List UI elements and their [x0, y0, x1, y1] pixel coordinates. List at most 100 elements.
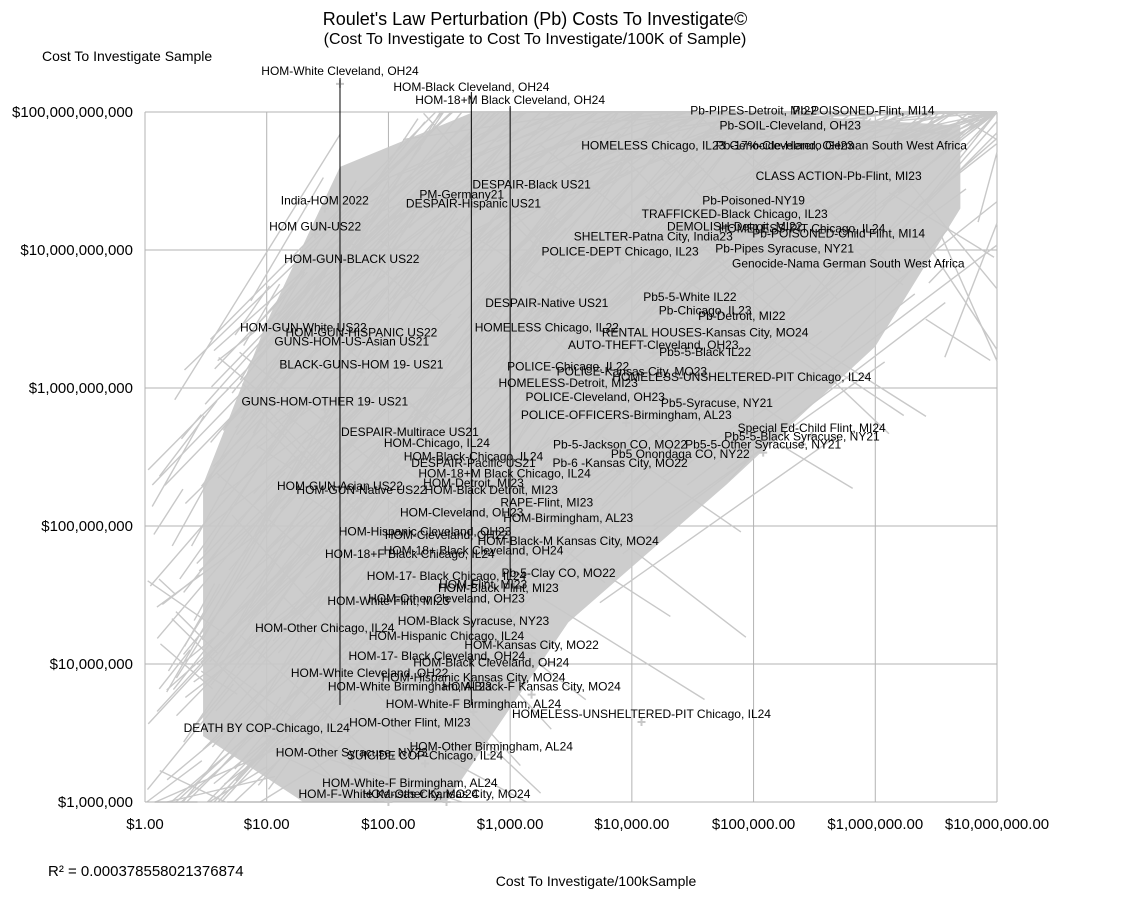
data-point-marker — [442, 602, 451, 611]
data-point-marker — [347, 756, 356, 765]
data-point-label: HOM-Black Syracuse, NY23 — [398, 614, 550, 628]
data-point-label: AUTO-THEFT-Cleveland, OH23 — [568, 338, 739, 352]
data-point-marker — [834, 237, 843, 246]
data-point-marker — [405, 435, 414, 444]
data-point-label: HOM-Flint, MI23 — [439, 577, 527, 591]
data-point-label: POLICE-DEPT Chicago, IL23 — [541, 245, 699, 259]
data-point-label: HOM-Other Chicago, IL24 — [255, 621, 395, 635]
data-point-marker — [469, 207, 478, 216]
data-point-label: HOM-GUN-BLACK US22 — [284, 252, 420, 266]
data-point-marker — [405, 557, 414, 566]
trendline-segment — [243, 283, 281, 347]
data-point-marker — [311, 230, 320, 239]
data-point-label: Pb-Pipes Syracuse, NY21 — [715, 241, 854, 255]
trendline-segment — [180, 414, 202, 440]
data-point-label: HOM-Cleveland, OH23 — [400, 505, 524, 519]
data-point-marker — [347, 263, 356, 272]
data-point-marker — [627, 375, 636, 384]
data-point-marker — [384, 798, 393, 806]
data-point-marker — [405, 787, 414, 796]
data-point-marker — [479, 588, 488, 597]
axes — [144, 112, 997, 803]
data-point-marker — [432, 446, 441, 455]
data-point-label: Pb-PIPES-Detroit, MI22 — [690, 103, 817, 117]
data-point-label: Pb-POISONED-Flint, MI14 — [792, 103, 934, 117]
data-point-marker — [432, 660, 441, 668]
data-point-marker — [622, 418, 631, 427]
trendline-noise — [146, 111, 998, 803]
data-point-marker — [649, 348, 658, 357]
data-point-label: Genocide-Nama German South West Africa — [732, 256, 965, 270]
data-point-marker — [469, 467, 478, 476]
data-point-label: HOM-F-White Kansas City, MO24 — [299, 787, 479, 801]
data-point-label: HOM-White Flint, MI23 — [327, 594, 449, 608]
data-point-label: HOM-Black-Chicago, IL24 — [404, 449, 544, 463]
data-point-marker — [798, 232, 807, 241]
data-point-marker — [616, 448, 625, 457]
trendline-segment — [599, 434, 839, 604]
data-point-label: HOM-Black Cleveland, OH24 — [413, 655, 569, 669]
data-point-label: HOM-Hispanic Chicago, IL24 — [369, 629, 525, 643]
data-point-label: POLICE-OFFICERS-Birmingham, AL23 — [521, 408, 732, 422]
data-point-label: HOM-17- Black Cleveland, OH24 — [348, 649, 525, 663]
data-point-marker — [357, 493, 366, 502]
data-point-marker — [442, 798, 451, 806]
data-point-marker — [457, 516, 466, 525]
y-axis-title: Cost To Investigate Sample — [42, 48, 212, 64]
data-point-label: HOMELESS Chicago, IL22 — [475, 321, 619, 335]
data-point-marker — [701, 355, 710, 364]
data-point-marker — [844, 267, 853, 276]
x-tick-labels: $1.00 $10.00 $100.00 $1,000.00 $10,000.00 $10… — [126, 816, 1049, 833]
data-point-marker — [649, 149, 658, 158]
data-point-label: Pb-SOIL-Cleveland, OH23 — [720, 118, 862, 132]
data-point-marker — [469, 460, 478, 469]
data-point-label: DESPAIR-Hispanic US21 — [406, 197, 541, 211]
data-point-label: India-HOM 2022 — [281, 193, 369, 207]
data-point-marker — [649, 240, 658, 249]
data-point-marker — [591, 401, 600, 410]
x-tick-label: $1.00 — [126, 816, 164, 833]
data-point-label: RAPE-Flint, MI23 — [500, 495, 593, 509]
data-point-label: HOM-Black-M Kansas City, MO24 — [478, 534, 659, 548]
data-point-label: Pb-Poisoned-NY19 — [702, 193, 805, 207]
trendline-segment — [977, 151, 998, 223]
data-point-marker — [844, 149, 853, 158]
data-point-marker — [730, 217, 739, 226]
data-point-marker — [759, 448, 768, 457]
y-tick-labels: $1,000,000 $10,000,000 $100,000,000 $1,000,… — [12, 104, 133, 811]
data-point-label: DEMOLISH-Detroit, MI22 — [667, 219, 803, 233]
data-point-marker — [487, 750, 496, 759]
data-point-label: DESPAIR-Multirace US21 — [341, 425, 479, 439]
data-point-label: Pb-5-Clay CO, MO22 — [502, 566, 616, 580]
x-tick-label: $100,000.00 — [712, 816, 795, 833]
data-point-label: HOM-Hispanic Kansas City, MO24 — [382, 670, 566, 684]
data-point-marker — [347, 345, 356, 354]
data-point-label: HOM-Other Kansas City, MO24 — [363, 787, 531, 801]
data-point-label: HOMELESS-UNSHELTERED-PIT Chicago, IL24 — [612, 370, 871, 384]
data-point-marker — [442, 639, 451, 648]
data-point-marker — [749, 204, 758, 213]
x-tick-label: $1,000.00 — [477, 816, 544, 833]
data-point-marker — [730, 230, 739, 239]
data-point-marker — [469, 707, 478, 716]
data-point-label: HOM-GUN-Asian US22 — [277, 479, 403, 493]
data-point-marker — [320, 631, 329, 640]
trendline-segment — [944, 222, 998, 358]
data-point-marker — [737, 381, 746, 390]
x-tick-label: $1,000,000.00 — [827, 816, 923, 833]
data-point-marker — [737, 320, 746, 329]
data-point-marker — [786, 129, 795, 138]
data-point-label: HOM-White Cleveland, OH24 — [261, 64, 419, 78]
y-tick-label: $1,000,000,000 — [29, 380, 133, 397]
data-point-label: HOM-Birmingham, AL23 — [503, 511, 633, 525]
data-point-label: Pb-17%-Cleveland, OH23 — [716, 139, 854, 153]
data-point-label: HOM-Hispanic Cleveland, OH23 — [339, 524, 512, 538]
data-point-marker — [616, 467, 625, 476]
data-point-marker — [421, 759, 430, 768]
r-squared-annotation: R² = 0.000378558021376874 — [48, 863, 244, 880]
data-point-label: BLACK-GUNS-HOM 19- US21 — [279, 357, 443, 371]
data-point-label: GUNS-HOM-US-Asian US21 — [274, 335, 429, 349]
dense-data-band — [203, 112, 961, 802]
data-point-label: HOM-17- Black Chicago, IL24 — [367, 569, 527, 583]
